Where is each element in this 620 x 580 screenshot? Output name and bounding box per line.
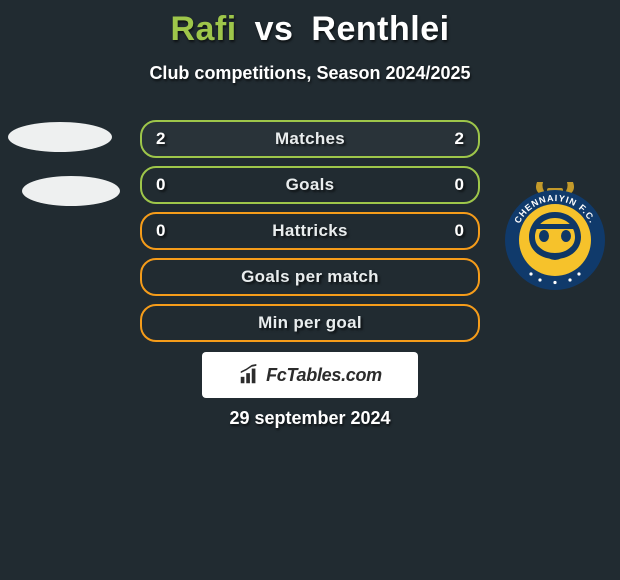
title-player2: Renthlei (311, 10, 449, 48)
stat-right: 0 (455, 221, 464, 241)
stat-left: 2 (156, 129, 165, 149)
stat-row-min-per-goal: Min per goal (140, 304, 480, 342)
subtitle: Club competitions, Season 2024/2025 (0, 63, 620, 84)
stat-row-hattricks: 0 Hattricks 0 (140, 212, 480, 250)
player1-photo-placeholder (8, 122, 112, 152)
player1-club-placeholder (22, 176, 120, 206)
stat-right: 2 (455, 129, 464, 149)
stat-left: 0 (156, 175, 165, 195)
stat-label: Hattricks (272, 221, 347, 241)
bar-chart-icon (238, 364, 260, 386)
title-vs: vs (247, 10, 302, 48)
stat-right: 0 (455, 175, 464, 195)
stat-row-matches: 2 Matches 2 (140, 120, 480, 158)
source-badge-text: FcTables.com (266, 365, 382, 386)
stat-row-goals: 0 Goals 0 (140, 166, 480, 204)
stat-label: Goals per match (241, 267, 379, 287)
stat-left: 0 (156, 221, 165, 241)
stat-label: Matches (275, 129, 345, 149)
stat-row-goals-per-match: Goals per match (140, 258, 480, 296)
title-player1: Rafi (170, 10, 236, 48)
stat-label: Goals (286, 175, 335, 195)
date-label: 29 september 2024 (229, 408, 390, 429)
source-badge: FcTables.com (202, 352, 418, 398)
page-title: Rafi vs Renthlei (0, 0, 620, 49)
stats-container: 2 Matches 2 0 Goals 0 0 Hattricks 0 Goal… (140, 120, 480, 350)
player2-club-crest: CHENNAIYIN F.C. (500, 178, 610, 292)
stat-label: Min per goal (258, 313, 362, 333)
